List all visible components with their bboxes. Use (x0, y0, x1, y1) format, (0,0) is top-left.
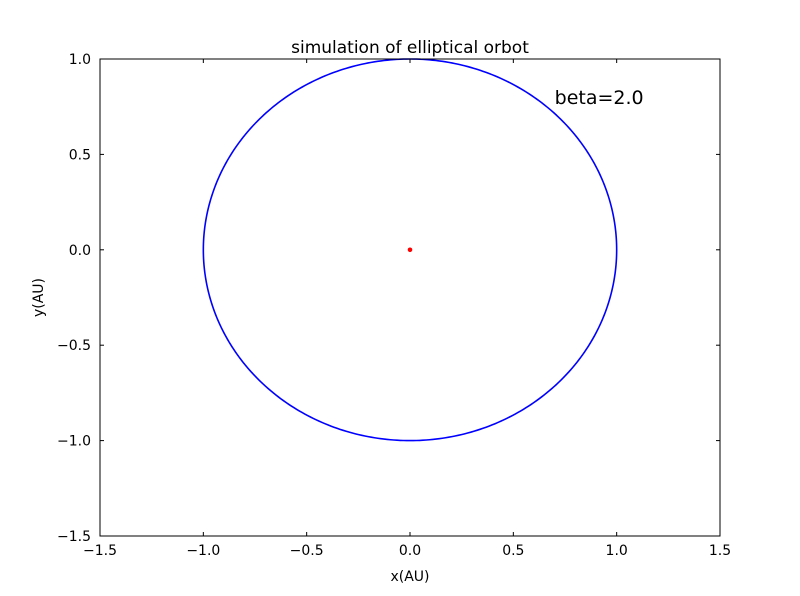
y-tick-label: −1.0 (57, 434, 91, 450)
chart-title: simulation of elliptical orbot (291, 38, 529, 58)
x-axis-label: x(AU) (390, 569, 429, 585)
y-axis-label: y(AU) (31, 278, 47, 317)
x-tick-label: −0.5 (290, 543, 324, 559)
x-tick-label: −1.5 (83, 543, 117, 559)
x-tick-label: 1.5 (709, 543, 731, 559)
sun-point (407, 247, 413, 253)
x-tick-label: 1.0 (606, 543, 628, 559)
plot-area (100, 59, 720, 536)
x-tick-label: 0.5 (502, 543, 524, 559)
y-tick-label: −1.5 (57, 529, 91, 545)
y-tick-label: 0.0 (69, 243, 91, 259)
x-tick-label: 0.0 (399, 543, 421, 559)
x-axis-ticks: −1.5 −1.0 −0.5 0.0 0.5 1.0 1.5 (83, 59, 731, 559)
y-tick-label: 1.0 (69, 52, 91, 68)
y-tick-label: 0.5 (69, 147, 91, 163)
orbit-line (202, 58, 618, 442)
y-axis-ticks: −1.5 −1.0 −0.5 0.0 0.5 1.0 (57, 52, 720, 545)
plot-marks (202, 58, 618, 442)
x-tick-label: −1.0 (186, 543, 220, 559)
y-tick-label: −0.5 (57, 338, 91, 354)
beta-annotation: beta=2.0 (555, 87, 644, 109)
